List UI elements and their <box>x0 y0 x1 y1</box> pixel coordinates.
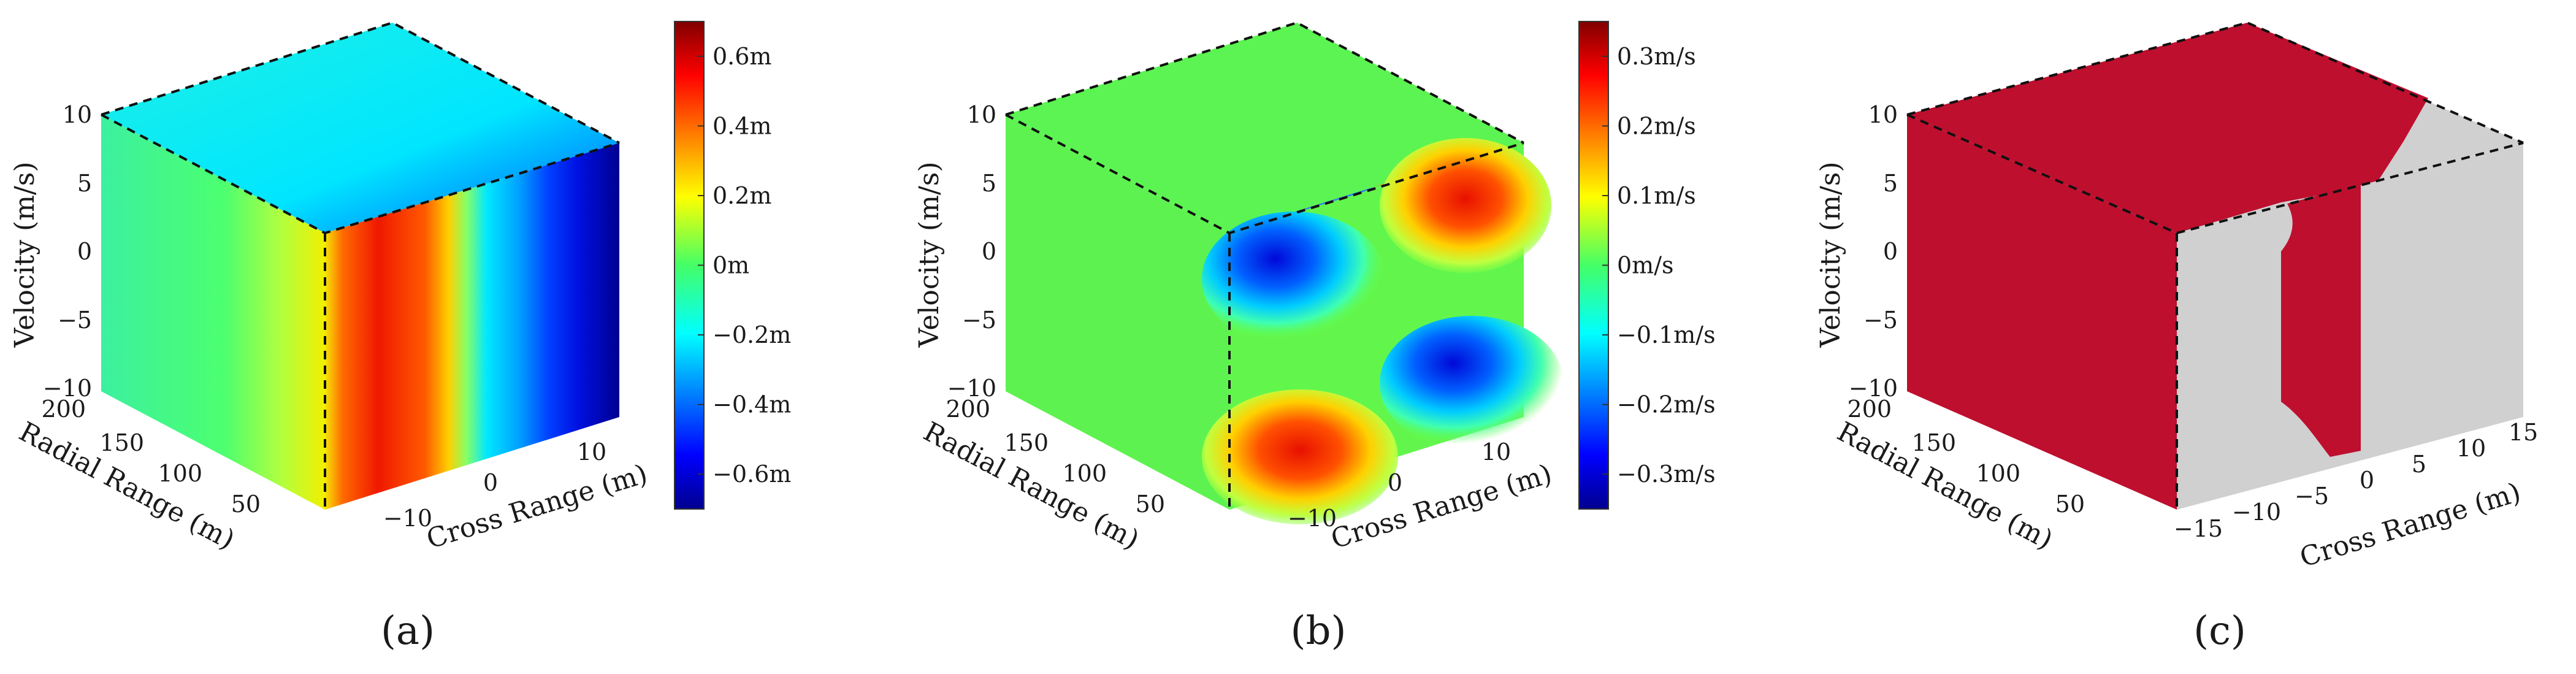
ztick: 5 <box>982 170 996 197</box>
ztick: −5 <box>58 307 92 334</box>
ztick: 10 <box>1868 101 1898 128</box>
xtick: 10 <box>1481 438 1511 465</box>
top-red-region <box>1907 23 2428 233</box>
side-face-b <box>1006 115 1229 510</box>
ztick: 0 <box>1883 238 1898 265</box>
xtick: 10 <box>577 438 606 465</box>
front-red-lobe <box>1380 138 1551 273</box>
xtick: −10 <box>2232 499 2281 526</box>
ztick: 0 <box>77 238 92 265</box>
panel-label-b: (b) <box>1291 608 1347 654</box>
ytick: 150 <box>1004 429 1049 456</box>
colorbar-tick-label: 0m <box>713 252 749 279</box>
panel-label-a: (a) <box>381 608 435 654</box>
front-blue-lobe-2 <box>1380 316 1564 451</box>
panel-a: 10 5 0 −5 −10 Velocity (m/s) 200 150 100… <box>9 21 791 654</box>
ztick: −10 <box>1849 375 1898 402</box>
z-axis-c: 10 5 0 −5 −10 Velocity (m/s) <box>1815 101 1898 402</box>
dashed-edges-a <box>101 21 620 144</box>
z-axis-label: Velocity (m/s) <box>9 161 40 348</box>
ztick: −10 <box>43 375 92 402</box>
xtick: 10 <box>2456 435 2486 462</box>
side-face-c <box>1907 115 2177 510</box>
colorbar-tick-label: −0.4m <box>713 391 791 418</box>
ztick: −5 <box>962 307 996 334</box>
xtick: −15 <box>2174 515 2223 542</box>
xtick: 0 <box>2360 467 2374 494</box>
xtick: 0 <box>483 469 498 496</box>
z-axis-a: 10 5 0 −5 −10 Velocity (m/s) <box>9 101 92 402</box>
ytick: 150 <box>99 429 144 456</box>
front-red-region <box>2281 184 2361 457</box>
cube-b <box>1005 21 1564 524</box>
panel-b: 10 5 0 −5 −10 Velocity (m/s) 200 150 100… <box>914 21 1716 654</box>
ytick: 100 <box>1976 460 2020 487</box>
colorbar-tick-label: −0.3m/s <box>1617 461 1716 488</box>
front-blue-lobe <box>1202 212 1386 347</box>
xtick: −10 <box>1288 505 1337 532</box>
x-axis-label: Cross Range (m) <box>2296 477 2524 573</box>
z-axis-label: Velocity (m/s) <box>1815 161 1846 348</box>
xtick: 15 <box>2509 419 2538 446</box>
ztick: 10 <box>967 101 996 128</box>
xtick: 0 <box>1388 469 1402 496</box>
ztick: 10 <box>63 101 92 128</box>
ytick: 100 <box>158 460 202 487</box>
ztick: 5 <box>77 170 92 197</box>
colorbar-tick-label: 0.2m <box>713 182 771 209</box>
ytick: 50 <box>1136 491 1165 518</box>
colorbar-tick-label: −0.6m <box>713 461 791 488</box>
ztick: 0 <box>982 238 996 265</box>
front-face-a <box>325 143 619 510</box>
ztick: 5 <box>1883 170 1898 197</box>
colorbar-b: 0.3m/s 0.2m/s 0.1m/s 0m/s −0.1m/s −0.2m/s −0.3… <box>1578 21 1716 510</box>
xtick: −5 <box>2295 483 2329 510</box>
front-red-lobe-2 <box>1202 389 1398 524</box>
dashed-edges-b <box>1005 21 1524 144</box>
colorbar-tick-label: 0.6m <box>713 43 771 70</box>
colorbar-tick-label: −0.2m/s <box>1617 391 1716 418</box>
xtick: 5 <box>2412 451 2426 478</box>
panel-label-c: (c) <box>2193 608 2246 654</box>
ytick: 200 <box>41 396 86 423</box>
x-axis-label: Cross Range (m) <box>423 458 651 555</box>
side-face-a <box>101 115 325 510</box>
colorbar-tick-label: 0.2m/s <box>1617 112 1696 139</box>
colorbar-tick-label: −0.1m/s <box>1617 321 1716 348</box>
colorbar-tick-label: 0.1m/s <box>1617 182 1696 209</box>
colorbar-ticks-a: 0.6m 0.4m 0.2m 0m −0.2m −0.4m −0.6m <box>698 43 791 488</box>
colorbar-ticks-b: 0.3m/s 0.2m/s 0.1m/s 0m/s −0.1m/s −0.2m/s −0.3… <box>1602 43 1716 488</box>
ytick: 200 <box>1847 396 1892 423</box>
ztick: −10 <box>947 375 996 402</box>
colorbar-tick-label: −0.2m <box>713 321 791 348</box>
ytick: 50 <box>231 491 261 518</box>
panel-c: 10 5 0 −5 −10 Velocity (m/s) 200 150 100… <box>1815 21 2538 654</box>
ytick: 200 <box>946 396 990 423</box>
ztick: −5 <box>1863 307 1898 334</box>
colorbar-tick-label: 0.3m/s <box>1617 43 1696 70</box>
colorbar-tick-label: 0m/s <box>1617 252 1674 279</box>
colorbar-a: 0.6m 0.4m 0.2m 0m −0.2m −0.4m −0.6m <box>674 21 791 510</box>
ytick: 150 <box>1911 429 1956 456</box>
ytick: 50 <box>2055 491 2085 518</box>
z-axis-label: Velocity (m/s) <box>914 161 945 348</box>
xtick: −10 <box>383 505 432 532</box>
colorbar-tick-label: 0.4m <box>713 112 771 139</box>
cube-a <box>101 21 620 510</box>
cube-c <box>1906 21 2524 510</box>
ytick: 100 <box>1062 460 1107 487</box>
z-axis-b: 10 5 0 −5 −10 Velocity (m/s) <box>914 101 996 402</box>
